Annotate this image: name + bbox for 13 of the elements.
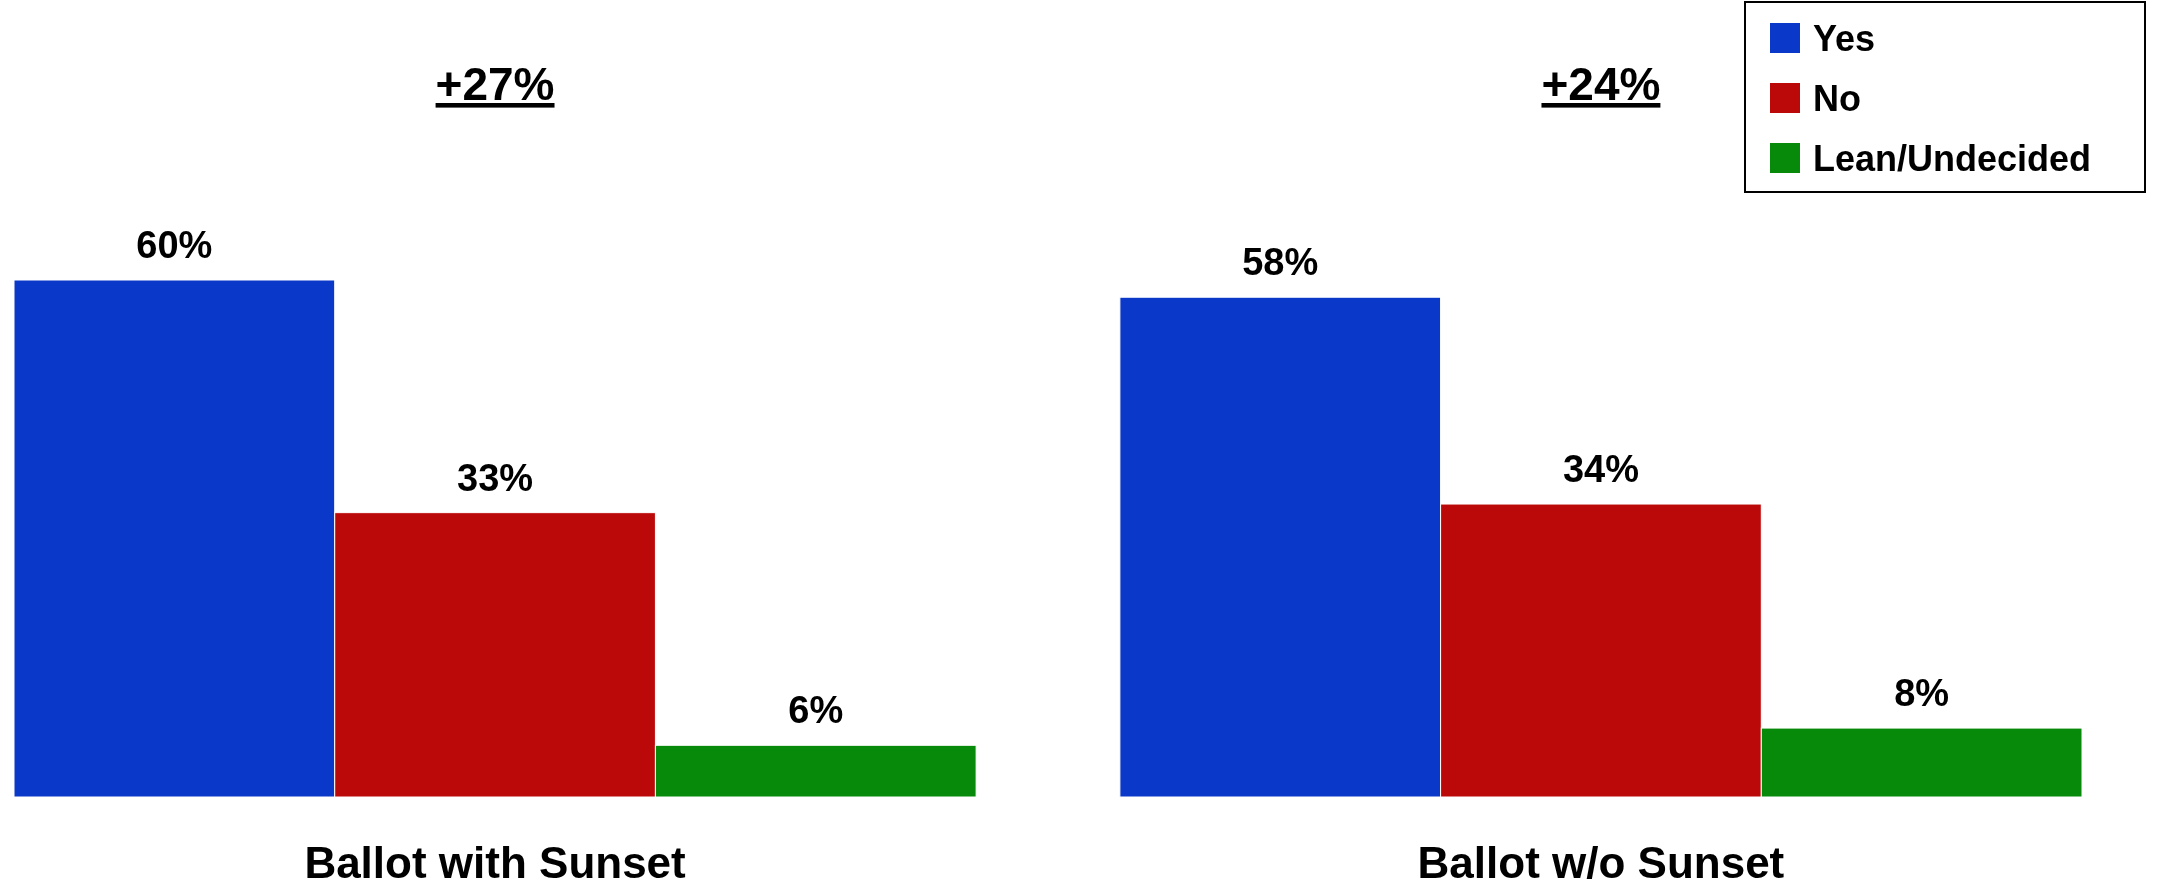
text: +27% (435, 58, 555, 110)
data-label: 33% (457, 456, 534, 499)
legend-label: Lean/Undecided (1813, 138, 2092, 179)
text: +24% (1541, 58, 1661, 110)
legend-label: No (1813, 78, 1861, 119)
data-label: 60% (136, 224, 213, 266)
data-label: 58% (1242, 241, 1319, 284)
x-tick-label: Ballot w/o Sunset (1417, 838, 1785, 887)
data-label: 34% (1562, 448, 1639, 491)
legend-label: Yes (1813, 18, 1876, 59)
x-tick-label: Ballot with Sunset (304, 838, 687, 887)
data-label: 6% (788, 689, 844, 732)
data-label: 8% (1894, 672, 1950, 715)
